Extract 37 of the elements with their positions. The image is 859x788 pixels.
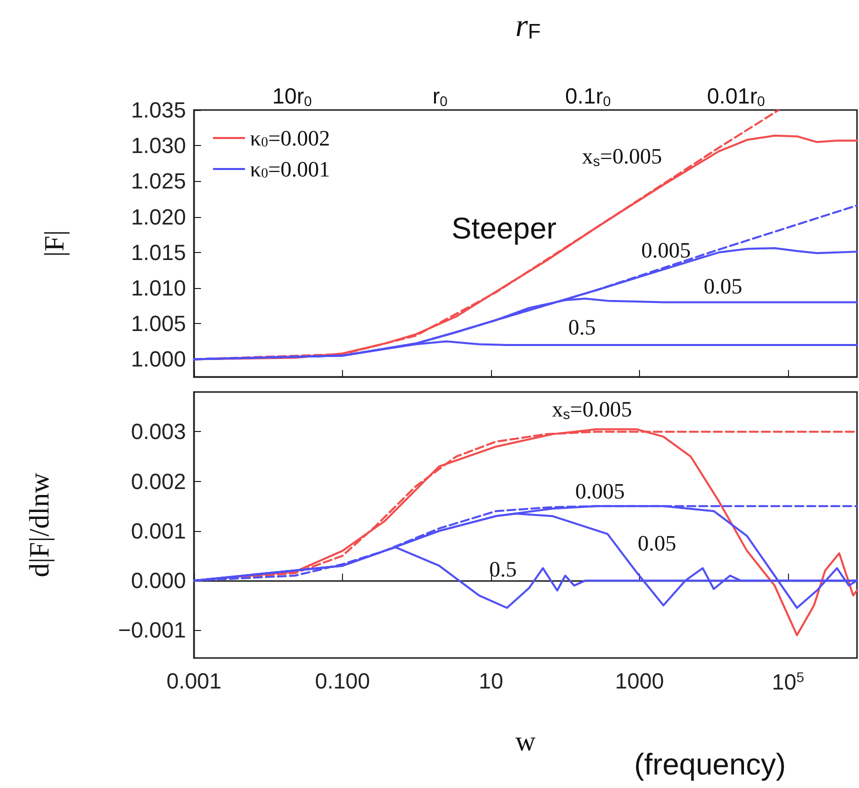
- annotation: 0.005: [641, 238, 691, 262]
- y-tick-label: 1.020: [130, 204, 186, 230]
- y-tick-label: 0.002: [130, 468, 186, 494]
- annotation: 0.5: [568, 314, 596, 340]
- y-tick-label: 0.001: [130, 518, 186, 544]
- y-tick-label: 1.030: [130, 133, 186, 158]
- x-tick-label: 10: [478, 668, 504, 694]
- annotation: 0.05: [638, 530, 676, 556]
- x-tick-label: 1000: [615, 668, 664, 694]
- x-tick-label: 0.100: [314, 668, 370, 694]
- y-axis-title: |F|: [40, 230, 70, 257]
- y-tick-label: 1.000: [130, 346, 186, 372]
- legend-label: κ0=0.002: [250, 126, 330, 150]
- text: 0.01r0: [707, 84, 766, 109]
- y-axis-title: d|F|/dlnw: [24, 472, 56, 578]
- y-tick-label: 1.015: [130, 240, 186, 265]
- y-tick-label: 1.005: [130, 311, 186, 336]
- text: 0.1r0: [565, 84, 612, 109]
- y-tick-label: 1.025: [130, 168, 186, 194]
- y-tick-label: 1.035: [130, 98, 186, 122]
- y-tick-label: −0.001: [118, 618, 186, 643]
- legend-label: κ0=0.001: [250, 156, 330, 182]
- annotation: xs=0.005: [552, 396, 632, 422]
- annotation: 0.05: [704, 274, 742, 298]
- text: rF: [515, 7, 541, 44]
- annotation: 0.5: [489, 556, 517, 582]
- x-tick-label: 0.001: [166, 668, 222, 694]
- text: (frequency): [634, 748, 786, 782]
- annotation: xs=0.005: [582, 144, 662, 169]
- x-axis-title: w: [515, 726, 536, 758]
- y-tick-label: 0.003: [130, 419, 186, 444]
- y-tick-label: 1.010: [130, 276, 186, 300]
- text: r0: [432, 84, 448, 109]
- text: 10r0: [272, 84, 312, 109]
- y-tick-label: 0.000: [130, 568, 186, 594]
- annotation: Steeper: [451, 212, 557, 246]
- annotation: 0.005: [575, 478, 625, 504]
